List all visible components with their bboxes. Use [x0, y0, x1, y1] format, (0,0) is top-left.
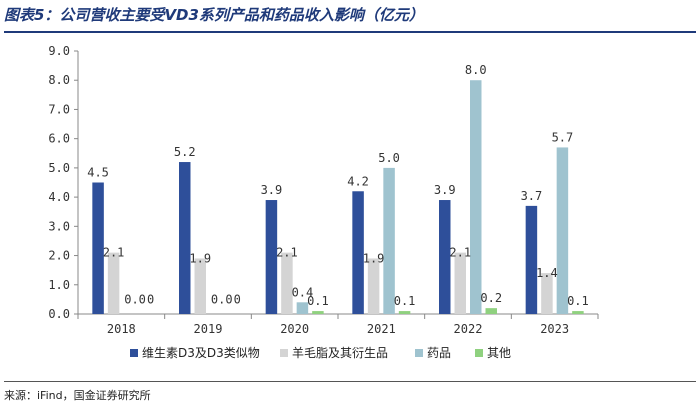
data-label: 0.0: [124, 292, 146, 306]
y-tick-label: 2.0: [48, 249, 70, 263]
data-label: 0: [147, 292, 154, 306]
data-label: 1.9: [363, 251, 385, 265]
chart-bars: [92, 80, 584, 314]
chart-title: 图表5：公司营收主要受VD3系列产品和药品收入影响（亿元）: [4, 6, 424, 24]
bar: [525, 205, 538, 314]
bar: [470, 80, 482, 314]
bar: [398, 311, 411, 314]
legend-swatch: [130, 349, 138, 357]
data-label: 1.9: [189, 251, 211, 265]
y-tick-label: 3.0: [48, 219, 70, 233]
data-labels: 4.52.10.0 05.21.90.0 03.92.10.40.14.21.95.…: [87, 63, 589, 308]
bar: [556, 147, 569, 314]
data-label: 5.0: [378, 151, 400, 165]
data-label: 0.1: [567, 294, 589, 308]
bar: [107, 252, 120, 314]
bar: [179, 162, 191, 314]
legend-label: 羊毛脂及其衍生品: [292, 345, 388, 360]
x-tick-label: 2018: [107, 322, 136, 336]
bar: [367, 258, 380, 314]
legend-swatch: [415, 349, 423, 357]
x-tick-label: 2022: [454, 322, 483, 336]
legend-swatch: [280, 349, 288, 357]
bar: [383, 167, 395, 314]
bar: [485, 308, 497, 314]
data-label: 5.7: [552, 130, 574, 144]
bar: [92, 182, 104, 314]
legend-label: 其他: [487, 346, 511, 360]
y-tick-label: 5.0: [48, 161, 70, 175]
data-label: 0.1: [307, 294, 329, 308]
y-tick-label: 1.0: [48, 278, 70, 292]
y-tick-label: 6.0: [48, 132, 70, 146]
data-label: 4.2: [347, 174, 369, 188]
x-tick-label: 2020: [280, 322, 309, 336]
bar: [312, 311, 324, 314]
bar: [541, 273, 553, 314]
data-label: 2.1: [449, 246, 471, 260]
data-label: 3.9: [261, 183, 283, 197]
x-tick-label: 2023: [540, 322, 569, 336]
chart-axes: 0.0 1.0 2.0 3.0 4.0 5.0 6.0 7.0 8.0 9.0 2018 2019 20…: [48, 44, 599, 336]
title-divider: [4, 31, 696, 33]
x-tick-label: 2019: [194, 322, 223, 336]
bar: [454, 252, 466, 314]
data-label: 2.1: [103, 246, 125, 260]
y-tick-label: 0.0: [48, 307, 70, 321]
data-label: 0: [234, 292, 241, 306]
y-tick-label: 4.0: [48, 190, 70, 204]
y-tick-label: 8.0: [48, 73, 70, 87]
data-label: 0.1: [394, 294, 416, 308]
data-label: 8.0: [465, 63, 487, 77]
data-label: 0.4: [292, 285, 314, 299]
legend-label: 维生素D3及D3类似物: [142, 346, 260, 360]
data-label: 4.5: [87, 166, 109, 180]
bar: [352, 191, 364, 314]
data-label: 5.2: [174, 145, 196, 159]
bar: [265, 200, 278, 314]
y-tick-label: 9.0: [48, 44, 70, 58]
x-tick-label: 2021: [367, 322, 396, 336]
y-tick-label: 7.0: [48, 102, 70, 116]
data-label: 3.9: [434, 183, 456, 197]
data-label: 0.0: [211, 292, 233, 306]
data-label: 2.1: [276, 246, 298, 260]
data-label: 3.7: [521, 189, 543, 203]
legend-swatch: [475, 349, 483, 357]
bar: [281, 252, 293, 314]
legend-label: 药品: [427, 346, 451, 360]
source-note: 来源：iFind，国金证券研究所: [4, 389, 151, 402]
chart-legend: 维生素D3及D3类似物 羊毛脂及其衍生品 药品 其他: [130, 345, 511, 360]
bar: [439, 200, 451, 314]
source-divider: [4, 381, 696, 382]
bar: [296, 302, 309, 314]
bar: [194, 258, 206, 314]
data-label: 1.4: [536, 266, 558, 280]
data-label: 0.2: [480, 291, 502, 305]
bar: [572, 311, 584, 314]
